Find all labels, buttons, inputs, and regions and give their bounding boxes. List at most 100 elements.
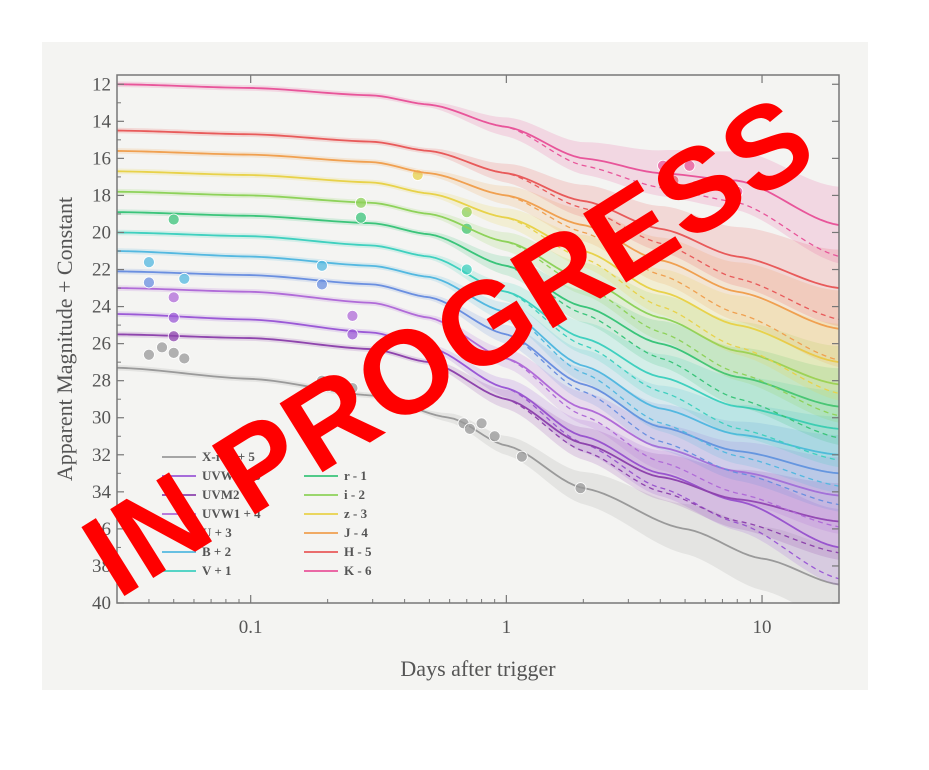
legend-item: J - 4 <box>304 525 368 540</box>
y-tick-label: 12 <box>92 74 111 95</box>
series-v-1 <box>117 229 839 468</box>
uncertainty-band <box>117 229 839 468</box>
dashed-model-line <box>405 271 839 487</box>
legend-label: H - 5 <box>344 544 372 559</box>
plot-card: 12 14 16 18 20 22 24 26 28 30 32 34 36 38 40 0.1 1 10 Day… <box>42 42 868 690</box>
x-tick-label: 0.1 <box>239 617 263 638</box>
uncertainty-band <box>117 168 839 401</box>
y-tick-label: 36 <box>92 519 111 540</box>
legend-label: UVM2 + 5 <box>202 487 260 502</box>
data-point <box>178 272 191 285</box>
uncertainty-band <box>117 268 839 512</box>
uncertainty-band <box>117 81 839 264</box>
data-point <box>143 256 155 269</box>
legend-item: UVM2 + 5 <box>162 487 260 502</box>
legend-label: r - 1 <box>344 468 367 483</box>
y-tick-label: 40 <box>92 593 111 614</box>
dashed-model-line <box>405 356 839 554</box>
ticks-layer: 12 14 16 18 20 22 24 26 28 30 32 34 36 38 40 0.1 1 10 <box>92 74 840 638</box>
model-line <box>117 333 839 523</box>
legend-label: V + 1 <box>202 563 232 578</box>
model-line <box>117 190 839 386</box>
x-tick-label: 10 <box>753 617 772 638</box>
model-line <box>117 270 839 475</box>
dashed-model-line <box>405 291 839 506</box>
data-point <box>683 159 696 172</box>
y-tick-label: 16 <box>92 148 111 169</box>
data-point <box>574 482 587 495</box>
data-point <box>143 276 155 289</box>
legend-item: H - 5 <box>304 544 372 559</box>
data-point <box>167 291 180 304</box>
y-tick-label: 14 <box>92 111 112 132</box>
data-point <box>178 352 191 365</box>
y-tick-label: 26 <box>92 334 111 355</box>
legend-label: z - 3 <box>344 506 368 521</box>
dashed-model-line <box>405 311 839 528</box>
model-line <box>117 170 839 364</box>
series-layer <box>117 81 839 603</box>
dashed-model-line <box>405 340 839 580</box>
legend-label: i - 2 <box>344 487 365 502</box>
series-x-ray-5 <box>117 341 839 603</box>
data-point <box>167 330 180 343</box>
y-tick-label: 22 <box>92 260 111 281</box>
legend-item: X-ray + 5 <box>162 449 255 464</box>
data-point <box>667 174 680 187</box>
y-tick-label: 32 <box>92 445 111 466</box>
data-point <box>460 263 473 276</box>
legend-label: B + 2 <box>202 544 231 559</box>
legend-label: UVW1 + 4 <box>202 506 261 521</box>
legend: X-ray + 5 UVW2 + 5 UVM2 + 5 UVW1 + 4 U + 3 B … <box>162 449 372 578</box>
series-uvm2-5 <box>117 330 839 560</box>
legend-item: U + 3 <box>162 525 232 540</box>
data-point <box>355 196 367 209</box>
data-point <box>716 180 729 193</box>
legend-label: K - 6 <box>344 563 372 578</box>
uncertainty-band <box>117 148 839 368</box>
data-point <box>488 430 501 443</box>
data-point <box>689 180 702 193</box>
series-k-6 <box>117 81 839 264</box>
series-b-2 <box>117 248 839 494</box>
series-i-2 <box>117 188 839 423</box>
series-z-3 <box>117 168 839 401</box>
data-point <box>316 278 328 291</box>
legend-label: X-ray + 5 <box>202 449 255 464</box>
y-axis-title: Apparent Magnitude + Constant <box>52 197 77 481</box>
model-line <box>117 366 839 586</box>
legend-item: UVW2 + 5 <box>162 468 261 483</box>
uncertainty-band <box>117 127 839 327</box>
legend-label: U + 3 <box>202 525 232 540</box>
series-u-3 <box>117 268 839 512</box>
y-tick-label: 30 <box>92 408 111 429</box>
data-point <box>731 185 744 198</box>
legend-item: V + 1 <box>162 563 232 578</box>
data-point <box>316 259 328 272</box>
uncertainty-band <box>117 248 839 494</box>
y-tick-label: 18 <box>92 185 111 206</box>
data-point <box>156 341 168 354</box>
uncertainty-band <box>117 364 839 603</box>
data-point <box>346 309 359 322</box>
dashed-model-line <box>405 229 839 439</box>
y-tick-label: 20 <box>92 222 111 243</box>
data-point <box>346 328 359 341</box>
y-tick-label: 38 <box>92 556 111 577</box>
data-point <box>346 382 359 394</box>
y-tick-label: 28 <box>92 371 111 392</box>
model-line <box>117 83 839 226</box>
data-point <box>475 417 488 430</box>
model-line <box>117 231 839 430</box>
x-tick-label: 1 <box>502 617 512 638</box>
y-tick-label: 34 <box>92 482 112 503</box>
legend-label: J - 4 <box>344 525 368 540</box>
series-j-4 <box>117 148 839 368</box>
series-r-1 <box>117 209 839 445</box>
data-point <box>460 206 473 218</box>
data-point <box>167 213 180 226</box>
data-point <box>657 159 669 172</box>
legend-item: z - 3 <box>304 506 368 521</box>
legend-item: r - 1 <box>304 468 367 483</box>
legend-item: B + 2 <box>162 544 231 559</box>
